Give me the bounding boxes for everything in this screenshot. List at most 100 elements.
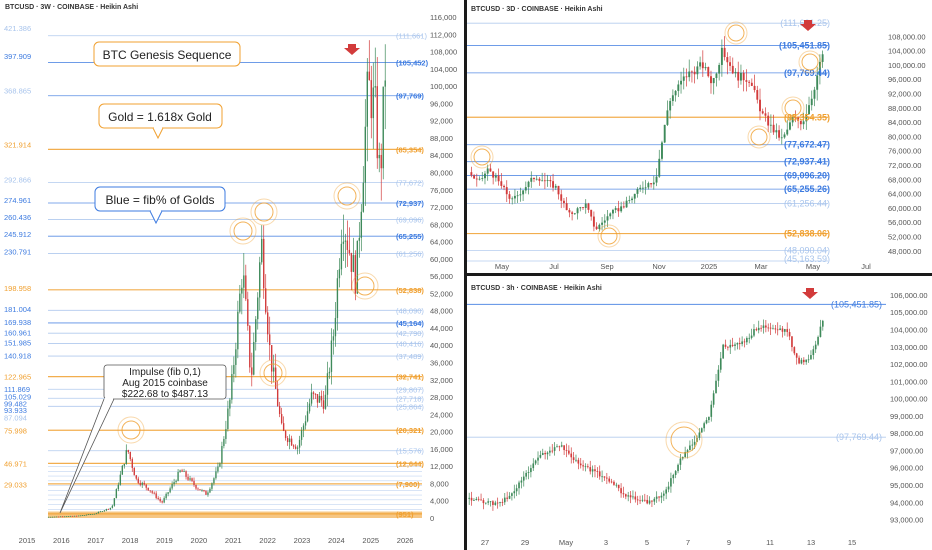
candle-body	[494, 175, 497, 178]
candle-body	[111, 505, 114, 508]
fib-ratio-label: 46.971	[4, 460, 27, 469]
candle-body	[334, 317, 337, 337]
candle-body	[772, 328, 774, 330]
fib-price-label: (25,864)	[396, 402, 424, 411]
candle-body	[594, 469, 596, 472]
y-tick-label: 103,000.00	[890, 343, 928, 352]
candle-body	[631, 198, 633, 201]
fib-price-label: (61,256.44)	[784, 198, 830, 208]
fib-price-label: (97,769.44)	[784, 68, 830, 78]
candle-body	[652, 182, 655, 185]
red-arrow-icon	[802, 288, 818, 299]
candle-body	[489, 168, 492, 172]
candle-body	[788, 332, 791, 337]
candle-body	[499, 502, 501, 504]
fib-ratio-label: 99.482	[4, 400, 27, 409]
candle-body	[217, 466, 219, 472]
candle-body	[352, 255, 355, 272]
red-arrow-icon	[800, 20, 816, 31]
candle-body	[666, 110, 669, 125]
candle-body	[511, 198, 514, 200]
candle-body	[625, 200, 628, 208]
candle-body	[69, 515, 72, 517]
candle-body	[290, 438, 293, 446]
candle-body	[655, 176, 658, 183]
candle-body	[748, 81, 751, 83]
candle-body	[151, 491, 153, 493]
candle-body	[795, 353, 798, 358]
candle-body	[382, 86, 384, 169]
x-tick-label: 2022	[259, 536, 276, 545]
candle-body	[577, 459, 580, 464]
fib-price-label: (72,937.41)	[784, 157, 830, 167]
candle-body	[712, 77, 715, 84]
candle-body	[292, 445, 295, 447]
y-tick-label: 48,000	[430, 307, 453, 316]
left-fib-ratio-labels: 421.386 397.909 368.865 321.914 292.866 274.9…	[4, 24, 31, 490]
candle-body	[173, 482, 175, 485]
candle-body	[516, 195, 519, 197]
candle-body	[755, 329, 758, 331]
highlight-circle	[798, 50, 822, 74]
candle-body	[724, 344, 727, 347]
candle-body	[496, 502, 499, 504]
fib-base-band	[48, 511, 422, 518]
candle-body	[358, 237, 361, 241]
candle-body	[302, 425, 305, 431]
candle-body	[478, 178, 481, 180]
candle-body	[780, 137, 783, 139]
candle-body	[133, 467, 135, 476]
fib-price-label: (27,718)	[396, 394, 424, 403]
left-fib-price-labels: (111,661) (105,452) (97,769) (85,354) (77,67…	[396, 32, 429, 519]
fib-price-label: (48,090)	[396, 306, 424, 315]
candle-body	[342, 241, 345, 244]
candle-body	[494, 502, 497, 505]
candle-body	[475, 178, 478, 180]
candle-body	[549, 180, 552, 182]
candle-body	[81, 515, 84, 516]
candle-body	[563, 445, 565, 451]
candle-body	[121, 465, 124, 475]
y-tick-label: 80,000	[430, 168, 453, 177]
candle-body	[737, 71, 740, 81]
candle-body	[560, 194, 563, 201]
highlight-circle	[254, 202, 274, 222]
candle-body	[731, 344, 734, 346]
candle-body	[606, 477, 608, 479]
y-tick-label: 12,000	[430, 462, 453, 471]
candle-body	[518, 482, 520, 489]
candle-body	[71, 515, 74, 517]
candle-body	[558, 446, 561, 448]
candle-body	[786, 329, 789, 333]
candle-body	[251, 367, 253, 375]
candle-body	[261, 238, 263, 263]
candle-body	[533, 177, 535, 180]
candle-body	[802, 121, 805, 125]
candle-body	[775, 130, 778, 133]
candle-body	[781, 328, 784, 332]
candle-body	[280, 414, 283, 424]
candle-body	[468, 497, 471, 499]
candle-body	[215, 471, 217, 479]
candle-body	[617, 208, 620, 212]
candle-body	[473, 175, 476, 179]
candle-body	[573, 213, 576, 215]
candle-body	[338, 269, 341, 279]
x-tick-label: 2021	[225, 536, 242, 545]
highlight-circle	[600, 227, 618, 245]
candle-body	[105, 509, 108, 511]
candle-body	[598, 224, 601, 230]
fib-price-label: (42,790)	[396, 329, 424, 338]
candle-body	[211, 483, 213, 489]
candle-body	[139, 482, 141, 485]
candle-body	[814, 344, 817, 350]
left-candles	[47, 40, 386, 518]
candle-body	[614, 208, 617, 210]
y-tick-label: 88,000	[430, 134, 453, 143]
y-tick-label: 97,000.00	[890, 446, 923, 455]
fib-ratio-label: 245.912	[4, 230, 31, 239]
candle-body	[384, 80, 386, 87]
candle-body	[764, 113, 767, 116]
candle-body	[298, 439, 301, 448]
